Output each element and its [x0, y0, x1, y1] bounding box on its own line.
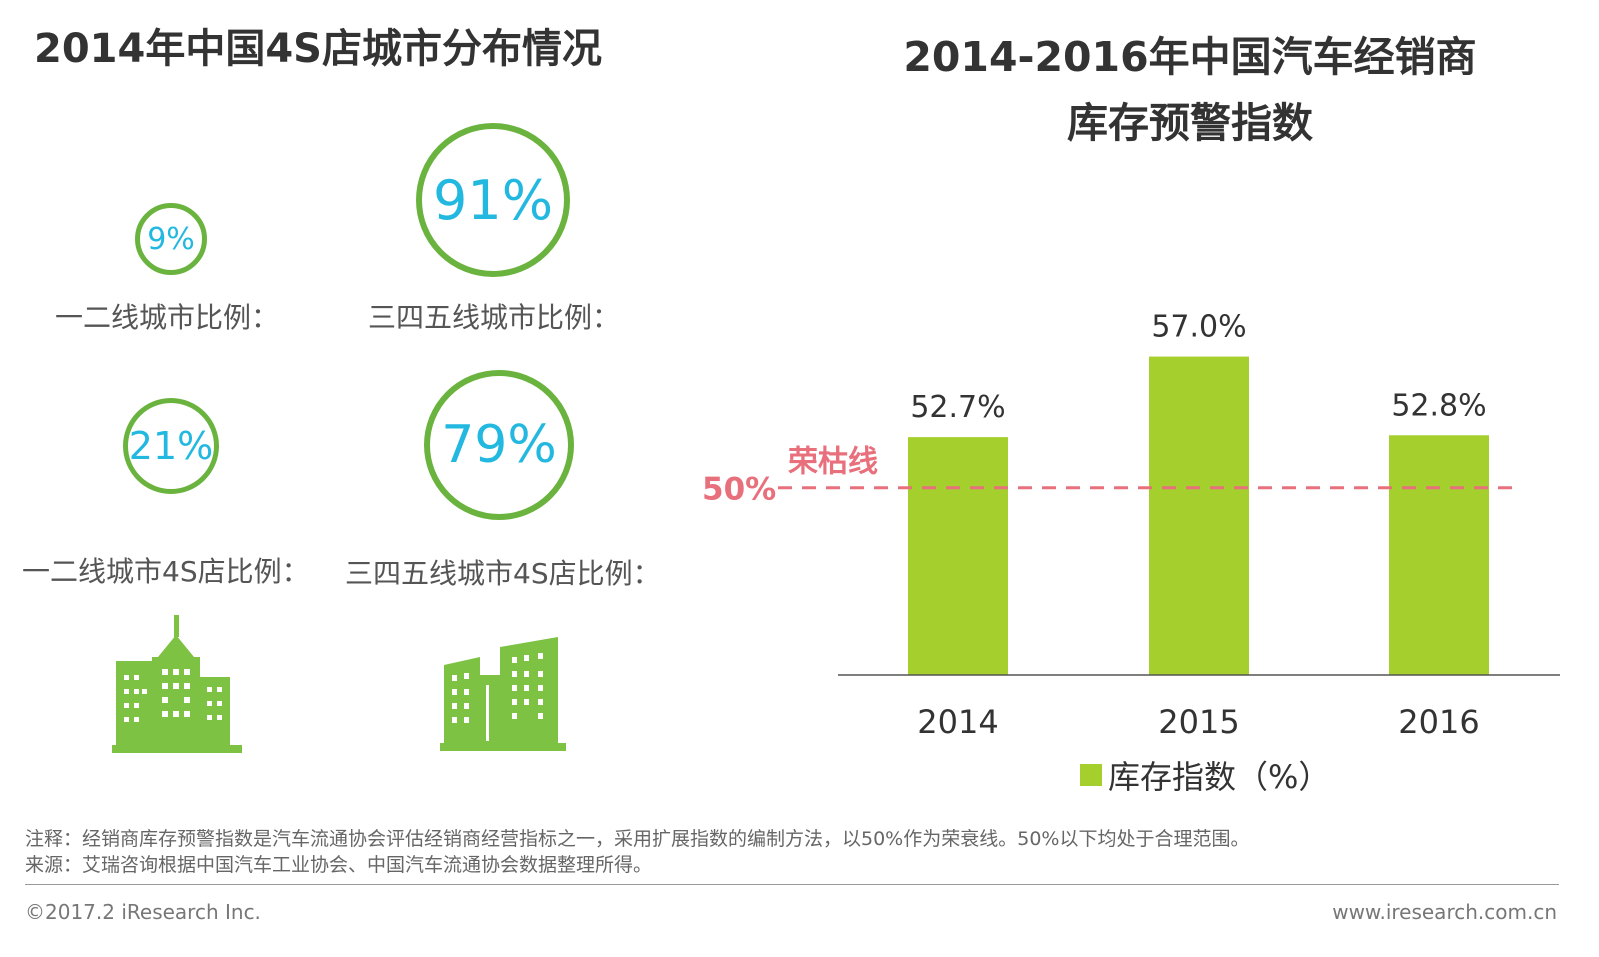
- chart-title-line2: 库存预警指数: [1067, 99, 1313, 147]
- chart-source: 来源：艾瑞咨询根据中国汽车工业协会、中国汽车流通协会数据整理所得。: [25, 854, 653, 876]
- ring-tier12-4s-stores: 21%: [123, 398, 219, 494]
- footer-divider: [25, 884, 1559, 885]
- reference-line-value: 50%: [702, 472, 776, 508]
- ring-tier345-4s-stores: 79%: [424, 370, 574, 520]
- data-label-2014: 52.7%: [910, 390, 1005, 425]
- ring-label-tier12-4s-stores: 一二线城市4S店比例：: [22, 555, 310, 588]
- chart-title-line1: 2014-2016年中国汽车经销商: [903, 33, 1477, 81]
- bar-chart: 52.7% 2014 57.0% 2015 52.8% 2016 50% 荣枯线: [702, 310, 1560, 741]
- ring-label-tier12-cities: 一二线城市比例：: [55, 301, 280, 334]
- data-label-2015: 57.0%: [1151, 310, 1246, 345]
- bar-2015: [1149, 356, 1249, 675]
- bar-2014: [908, 437, 1008, 675]
- city-buildings-icon: [112, 615, 242, 753]
- legend-swatch: [1080, 764, 1102, 786]
- ring-tier12-cities: 9%: [135, 203, 207, 275]
- bar-2016: [1389, 435, 1489, 675]
- chart-title: 2014-2016年中国汽车经销商 库存预警指数: [895, 24, 1485, 156]
- copyright: ©2017.2 iResearch Inc.: [25, 900, 261, 924]
- legend-label: 库存指数（%）: [1108, 758, 1331, 796]
- data-label-2016: 52.8%: [1391, 388, 1486, 423]
- ring-value: 79%: [441, 415, 557, 475]
- ring-tier345-cities: 91%: [416, 123, 570, 277]
- city-buildings-icon: [440, 637, 566, 751]
- ring-label-tier345-cities: 三四五线城市比例：: [368, 301, 621, 334]
- website-link[interactable]: www.iresearch.com.cn: [1332, 900, 1557, 924]
- chart-note: 注释：经销商库存预警指数是汽车流通协会评估经销商经营指标之一，采用扩展指数的编制…: [25, 828, 1250, 850]
- left-panel-title: 2014年中国4S店城市分布情况: [34, 26, 602, 72]
- ring-label-tier345-4s-stores: 三四五线城市4S店比例：: [345, 557, 661, 590]
- ring-value: 9%: [147, 221, 195, 257]
- ring-value: 21%: [128, 424, 214, 468]
- x-tick-label-2016: 2016: [1398, 703, 1479, 741]
- chart-legend: 库存指数（%）: [1080, 752, 1330, 798]
- reference-line-label: 荣枯线: [788, 445, 878, 480]
- ring-value: 91%: [432, 168, 554, 232]
- x-tick-label-2014: 2014: [917, 703, 998, 741]
- x-tick-label-2015: 2015: [1158, 703, 1239, 741]
